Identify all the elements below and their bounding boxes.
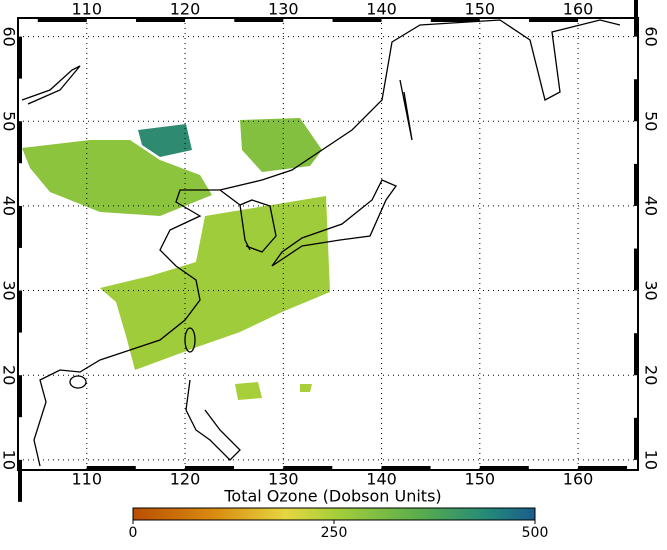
lat-label-left: 20 xyxy=(0,365,19,385)
colorbar-tick-label: 0 xyxy=(129,525,138,541)
colorbar-ramp xyxy=(132,507,536,521)
lat-label-right: 20 xyxy=(642,365,661,385)
lon-label-bottom: 150 xyxy=(465,470,496,489)
colorbar-tick-label: 250 xyxy=(321,525,348,541)
colorbar-tick-label: 500 xyxy=(522,525,549,541)
lon-label-bottom: 120 xyxy=(170,470,201,489)
lon-label-bottom: 110 xyxy=(72,470,103,489)
lon-label-bottom: 130 xyxy=(268,470,299,489)
lat-label-left: 10 xyxy=(0,450,19,470)
graticule xyxy=(18,0,638,502)
coastlines xyxy=(21,19,621,467)
colorbar: Total Ozone (Dobson Units) 0 250 500 xyxy=(129,487,549,542)
lon-label-bottom: 160 xyxy=(563,470,594,489)
colorbar-title: Total Ozone (Dobson Units) xyxy=(223,487,441,506)
lat-label-right: 10 xyxy=(642,450,661,470)
lat-label-left: 30 xyxy=(0,280,19,300)
lon-label-top: 140 xyxy=(366,0,397,19)
axis-labels: 110 110 120 120 130 130 140 140 150 150 160 160 10 10… xyxy=(0,0,661,489)
lon-label-bottom: 140 xyxy=(366,470,397,489)
lat-label-right: 30 xyxy=(642,280,661,300)
lon-label-top: 130 xyxy=(268,0,299,19)
lat-label-right: 50 xyxy=(642,111,661,131)
lon-label-top: 110 xyxy=(72,0,103,19)
lon-label-top: 160 xyxy=(563,0,594,19)
lat-label-right: 40 xyxy=(642,196,661,216)
lat-label-left: 50 xyxy=(0,111,19,131)
lat-label-left: 60 xyxy=(0,26,19,46)
lon-label-top: 120 xyxy=(170,0,201,19)
ozone-data xyxy=(22,118,330,400)
lat-label-left: 40 xyxy=(0,196,19,216)
lon-label-top: 150 xyxy=(465,0,496,19)
lat-label-right: 60 xyxy=(642,26,661,46)
